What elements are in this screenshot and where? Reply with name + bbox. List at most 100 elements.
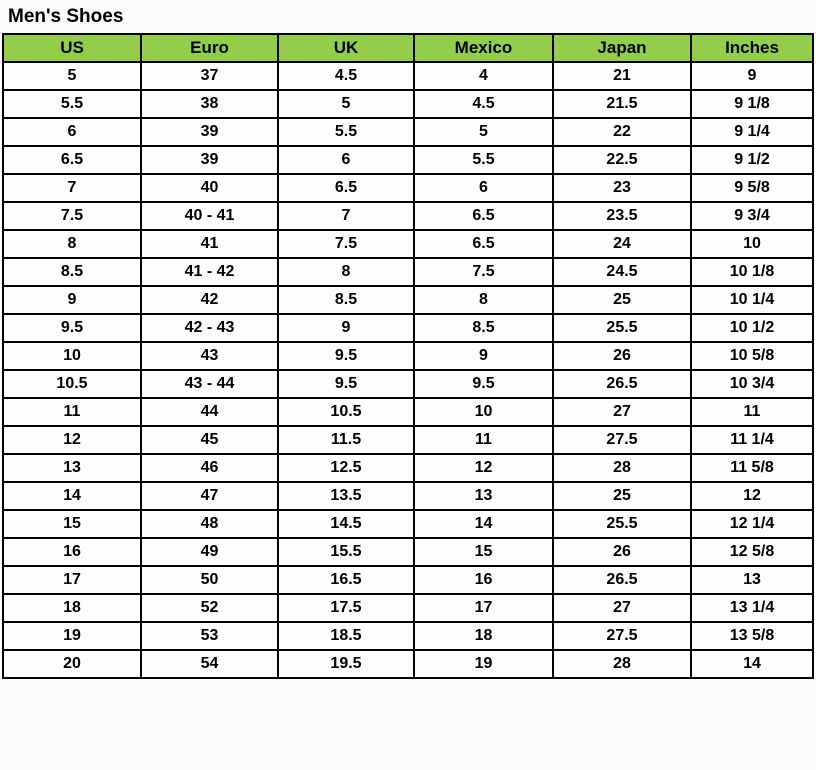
table-cell: 5.5 xyxy=(277,117,415,147)
table-cell: 48 xyxy=(140,509,279,539)
table-cell: 46 xyxy=(140,453,279,483)
table-cell: 6 xyxy=(277,145,415,175)
table-cell: 16.5 xyxy=(277,565,415,595)
table-row: 9 42 8.5 8 25 10 1/4 xyxy=(2,285,814,315)
table-cell: 17.5 xyxy=(277,593,415,623)
table-cell: 13 xyxy=(413,481,554,511)
table-row: 7.5 40 - 41 7 6.5 23.5 9 3/4 xyxy=(2,201,814,231)
table-cell: 25.5 xyxy=(552,509,692,539)
column-header-inches: Inches xyxy=(690,33,814,63)
table-cell: 27 xyxy=(552,397,692,427)
table-cell: 21 xyxy=(552,61,692,91)
table-row: 9.5 42 - 43 9 8.5 25.5 10 1/2 xyxy=(2,313,814,343)
table-cell: 8 xyxy=(277,257,415,287)
table-cell: 23.5 xyxy=(552,201,692,231)
table-cell: 22 xyxy=(552,117,692,147)
column-header-japan: Japan xyxy=(552,33,692,63)
table-cell: 44 xyxy=(140,397,279,427)
table-cell: 40 xyxy=(140,173,279,203)
table-cell: 24.5 xyxy=(552,257,692,287)
table-cell: 7.5 xyxy=(413,257,554,287)
table-cell: 4 xyxy=(413,61,554,91)
table-cell: 28 xyxy=(552,453,692,483)
table-cell: 12 xyxy=(690,481,814,511)
table-row: 6 39 5.5 5 22 9 1/4 xyxy=(2,117,814,147)
table-cell: 28 xyxy=(552,649,692,679)
table-cell: 27 xyxy=(552,593,692,623)
table-cell: 12 xyxy=(413,453,554,483)
table-cell: 6 xyxy=(2,117,142,147)
table-cell: 8.5 xyxy=(277,285,415,315)
table-cell: 9 xyxy=(413,341,554,371)
table-header-row: US Euro UK Mexico Japan Inches xyxy=(2,33,814,63)
table-cell: 10 xyxy=(413,397,554,427)
table-cell: 10.5 xyxy=(2,369,142,399)
table-cell: 14.5 xyxy=(277,509,415,539)
table-cell: 4.5 xyxy=(413,89,554,119)
table-cell: 13 xyxy=(690,565,814,595)
table-cell: 19 xyxy=(413,649,554,679)
table-cell: 47 xyxy=(140,481,279,511)
table-cell: 12 5/8 xyxy=(690,537,814,567)
table-cell: 11 5/8 xyxy=(690,453,814,483)
page-title: Men's Shoes xyxy=(8,6,124,27)
table-cell: 4.5 xyxy=(277,61,415,91)
table-cell: 13.5 xyxy=(277,481,415,511)
table-cell: 50 xyxy=(140,565,279,595)
table-cell: 6.5 xyxy=(277,173,415,203)
table-cell: 9 1/2 xyxy=(690,145,814,175)
table-cell: 8.5 xyxy=(2,257,142,287)
table-cell: 41 - 42 xyxy=(140,257,279,287)
table-row: 10 43 9.5 9 26 10 5/8 xyxy=(2,341,814,371)
table-row: 15 48 14.5 14 25.5 12 1/4 xyxy=(2,509,814,539)
column-header-euro: Euro xyxy=(140,33,279,63)
table-cell: 14 xyxy=(690,649,814,679)
table-cell: 9.5 xyxy=(277,341,415,371)
table-cell: 49 xyxy=(140,537,279,567)
table-row: 17 50 16.5 16 26.5 13 xyxy=(2,565,814,595)
table-cell: 10 1/4 xyxy=(690,285,814,315)
table-cell: 15.5 xyxy=(277,537,415,567)
table-cell: 6.5 xyxy=(2,145,142,175)
table-cell: 42 xyxy=(140,285,279,315)
table-cell: 54 xyxy=(140,649,279,679)
table-cell: 26 xyxy=(552,537,692,567)
table-cell: 40 - 41 xyxy=(140,201,279,231)
column-header-uk: UK xyxy=(277,33,415,63)
size-conversion-table: US Euro UK Mexico Japan Inches 5 37 4.5 4 21 9 5.5 3… xyxy=(2,33,814,679)
table-row: 6.5 39 6 5.5 22.5 9 1/2 xyxy=(2,145,814,175)
table-cell: 9 3/4 xyxy=(690,201,814,231)
table-cell: 10 1/8 xyxy=(690,257,814,287)
table-cell: 9 1/4 xyxy=(690,117,814,147)
table-cell: 9.5 xyxy=(413,369,554,399)
table-cell: 25 xyxy=(552,481,692,511)
table-row: 10.5 43 - 44 9.5 9.5 26.5 10 3/4 xyxy=(2,369,814,399)
table-cell: 13 5/8 xyxy=(690,621,814,651)
table-cell: 10 xyxy=(690,229,814,259)
table-cell: 25 xyxy=(552,285,692,315)
table-cell: 26.5 xyxy=(552,565,692,595)
table-row: 19 53 18.5 18 27.5 13 5/8 xyxy=(2,621,814,651)
table-cell: 8 xyxy=(413,285,554,315)
table-cell: 9.5 xyxy=(277,369,415,399)
table-cell: 10.5 xyxy=(277,397,415,427)
table-cell: 6.5 xyxy=(413,229,554,259)
table-cell: 45 xyxy=(140,425,279,455)
table-cell: 8 xyxy=(2,229,142,259)
table-cell: 42 - 43 xyxy=(140,313,279,343)
table-cell: 18.5 xyxy=(277,621,415,651)
table-cell: 10 1/2 xyxy=(690,313,814,343)
table-cell: 12 1/4 xyxy=(690,509,814,539)
table-cell: 13 1/4 xyxy=(690,593,814,623)
column-header-us: US xyxy=(2,33,142,63)
table-cell: 38 xyxy=(140,89,279,119)
table-cell: 12.5 xyxy=(277,453,415,483)
table-cell: 5.5 xyxy=(413,145,554,175)
table-cell: 52 xyxy=(140,593,279,623)
table-cell: 9.5 xyxy=(2,313,142,343)
table-cell: 15 xyxy=(2,509,142,539)
table-cell: 22.5 xyxy=(552,145,692,175)
table-row: 14 47 13.5 13 25 12 xyxy=(2,481,814,511)
table-row: 13 46 12.5 12 28 11 5/8 xyxy=(2,453,814,483)
table-row: 16 49 15.5 15 26 12 5/8 xyxy=(2,537,814,567)
